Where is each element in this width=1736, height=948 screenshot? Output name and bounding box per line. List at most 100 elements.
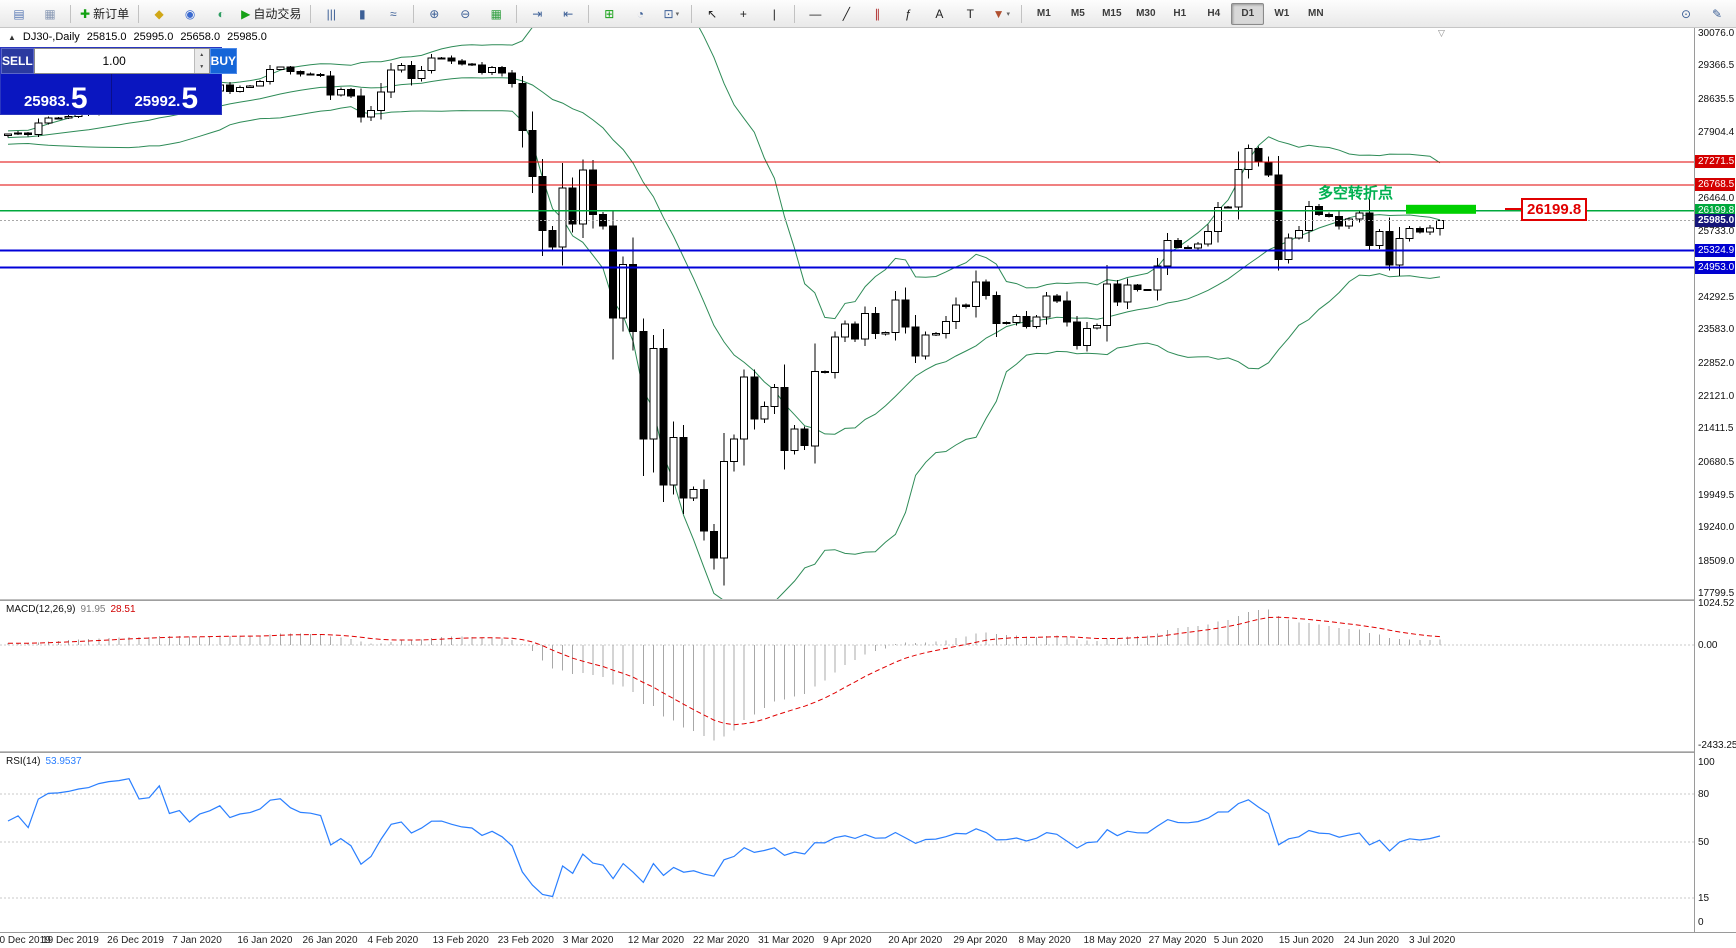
timeframe-mn-button[interactable]: MN xyxy=(1299,3,1332,25)
toolbar-separator xyxy=(138,4,140,23)
timeframe-m1-button[interactable]: M1 xyxy=(1027,3,1060,25)
date-label: 27 May 2020 xyxy=(1148,935,1207,946)
text-label-button[interactable]: T xyxy=(955,2,985,26)
chart-shift-marker-icon[interactable]: ▽ xyxy=(1438,28,1445,38)
text-button[interactable]: A xyxy=(924,2,954,26)
templates-button[interactable]: ⊡ ▾ xyxy=(656,2,686,26)
channel-button[interactable]: ∥ xyxy=(862,2,892,26)
zoom-in-button[interactable]: ⊕ xyxy=(419,2,449,26)
macd-axis-label: 1024.52 xyxy=(1698,598,1735,609)
auto-scroll-button[interactable]: ⇥ xyxy=(522,2,552,26)
rsi-indicator xyxy=(0,778,1694,899)
bollinger-bands xyxy=(7,28,1441,599)
volume-increase-button[interactable]: ▲ xyxy=(194,49,209,61)
tile-windows-button[interactable]: ▦ xyxy=(481,2,511,26)
macd-axis-label: 0.00 xyxy=(1698,640,1718,651)
toolbar-separator xyxy=(413,4,415,23)
buy-button[interactable]: BUY xyxy=(209,48,238,74)
timeframe-w1-button[interactable]: W1 xyxy=(1265,3,1298,25)
timeframe-m15-button[interactable]: M15 xyxy=(1095,3,1128,25)
auto-scroll-icon: ⇥ xyxy=(532,6,543,21)
indicators-button[interactable]: ⊞ xyxy=(594,2,624,26)
new-chart-button[interactable]: ▤ xyxy=(4,2,34,26)
data-window-button[interactable]: ◐ xyxy=(206,2,236,26)
magnifier-icon: ⊙ xyxy=(1680,6,1692,21)
volume-input[interactable] xyxy=(34,49,194,73)
pivot-annotation-text[interactable]: 多空转折点 xyxy=(1318,185,1394,202)
new-order-button-label: 新订单 xyxy=(93,7,130,21)
metaeditor-button[interactable]: ◆ xyxy=(144,2,174,26)
chart-info-bar: ▲ DJ30-,Daily 25815.0 25995.0 25658.0 25… xyxy=(5,31,270,43)
date-label: 9 Apr 2020 xyxy=(823,935,872,946)
buy-price[interactable]: 25992. 5 xyxy=(112,74,222,114)
horizontal-line-icon: — xyxy=(809,6,822,21)
macd-panel-splitter[interactable] xyxy=(0,599,1736,601)
volume-decrease-button[interactable]: ▼ xyxy=(194,61,209,73)
metaeditor-icon: ◆ xyxy=(154,6,164,21)
timeframe-m1-button-label: M1 xyxy=(1036,8,1051,19)
indicators-plus-icon: ⊞ xyxy=(604,6,615,21)
main-toolbar: ▤ ▦ ✚ 新订单 ◆ ◉ ◐ ▶ 自动交易 ||| ▮ ≈ ⊕ ⊖ ▦ ⇥ ⇤ ⊞ ◔ ⊡ ▾ ↖ + | — ╱ ∥ ƒ A T ▼ ▾ M… xyxy=(0,0,1736,28)
autotrading-button-label: 自动交易 xyxy=(253,7,302,21)
rsi-panel-splitter[interactable] xyxy=(0,751,1736,753)
profiles-icon: ▦ xyxy=(44,6,56,21)
market-watch-button[interactable]: ◉ xyxy=(175,2,205,26)
volume-stepper: ▲ ▼ xyxy=(33,48,210,74)
timeframe-m30-button[interactable]: M30 xyxy=(1129,3,1162,25)
timeframe-h1-button[interactable]: H1 xyxy=(1163,3,1196,25)
candlestick-icon: ▮ xyxy=(359,6,366,21)
search-button[interactable]: ⊙ xyxy=(1671,2,1701,26)
macd-signal-value: 28.51 xyxy=(110,604,136,615)
vertical-line-button[interactable]: | xyxy=(759,2,789,26)
arrows-button[interactable]: ▼ ▾ xyxy=(986,2,1016,26)
price-level-badge: 27271.5 xyxy=(1695,155,1735,169)
cursor-button[interactable]: ↖ xyxy=(697,2,727,26)
timeframe-m5-button[interactable]: M5 xyxy=(1061,3,1094,25)
periods-button[interactable]: ◔ xyxy=(625,2,655,26)
timeframe-h4-button[interactable]: H4 xyxy=(1197,3,1230,25)
autotrading-button[interactable]: ▶ 自动交易 xyxy=(237,2,305,26)
price-tag-label[interactable]: 26199.8 xyxy=(1521,198,1588,221)
compose-button[interactable]: ✎ xyxy=(1702,2,1732,26)
market-watch-icon: ◉ xyxy=(184,6,196,21)
bar-chart-button[interactable]: ||| xyxy=(316,2,346,26)
rsi-label: RSI(14) 53.9537 xyxy=(6,756,82,767)
new-order-plus-icon: ✚ xyxy=(80,6,91,21)
collapse-triangle-icon[interactable]: ▲ xyxy=(8,32,16,42)
sell-button[interactable]: SELL xyxy=(1,48,34,74)
zoom-out-icon: ⊖ xyxy=(460,6,471,21)
macd-axis-label: -2433.25 xyxy=(1698,739,1736,751)
date-label: 3 Jul 2020 xyxy=(1409,935,1456,946)
trendline-icon: ╱ xyxy=(842,6,850,21)
macd-indicator xyxy=(0,609,1694,741)
timeframe-d1-button[interactable]: D1 xyxy=(1231,2,1265,25)
price-main-digits: 25992. xyxy=(134,93,181,110)
candlestick-chart-button[interactable]: ▮ xyxy=(347,2,377,26)
price-axis-label: 26464.0 xyxy=(1698,192,1735,204)
crosshair-button[interactable]: + xyxy=(728,2,758,26)
fibonacci-icon: ƒ xyxy=(904,6,912,21)
fibonacci-button[interactable]: ƒ xyxy=(893,2,923,26)
line-chart-button[interactable]: ≈ xyxy=(378,2,408,26)
sell-price[interactable]: 25983. 5 xyxy=(1,74,112,114)
chart-objects[interactable] xyxy=(1406,204,1476,214)
profiles-button[interactable]: ▦ xyxy=(35,2,65,26)
date-label: 8 May 2020 xyxy=(1018,935,1071,946)
zoom-out-button[interactable]: ⊖ xyxy=(450,2,480,26)
trendline-button[interactable]: ╱ xyxy=(831,2,861,26)
chart-shift-button[interactable]: ⇤ xyxy=(553,2,583,26)
horizontal-line-button[interactable]: — xyxy=(800,2,830,26)
rsi-name: RSI(14) xyxy=(6,756,41,767)
toolbar-separator xyxy=(516,4,518,23)
new-order-button[interactable]: ✚ 新订单 xyxy=(76,2,133,26)
horizontal-level-lines[interactable] xyxy=(0,161,1694,269)
date-label: 29 Apr 2020 xyxy=(953,935,1008,946)
date-label: 15 Jun 2020 xyxy=(1278,935,1334,946)
toolbar-separator xyxy=(691,4,693,23)
rsi-axis-label: 15 xyxy=(1698,893,1710,904)
price-axis[interactable]: 30076.0 29366.5 28635.5 27904.4 26464.0 25733… xyxy=(1695,28,1736,932)
price-axis-label: 19240.0 xyxy=(1698,522,1735,534)
timeframe-m5-button-label: M5 xyxy=(1070,8,1085,19)
